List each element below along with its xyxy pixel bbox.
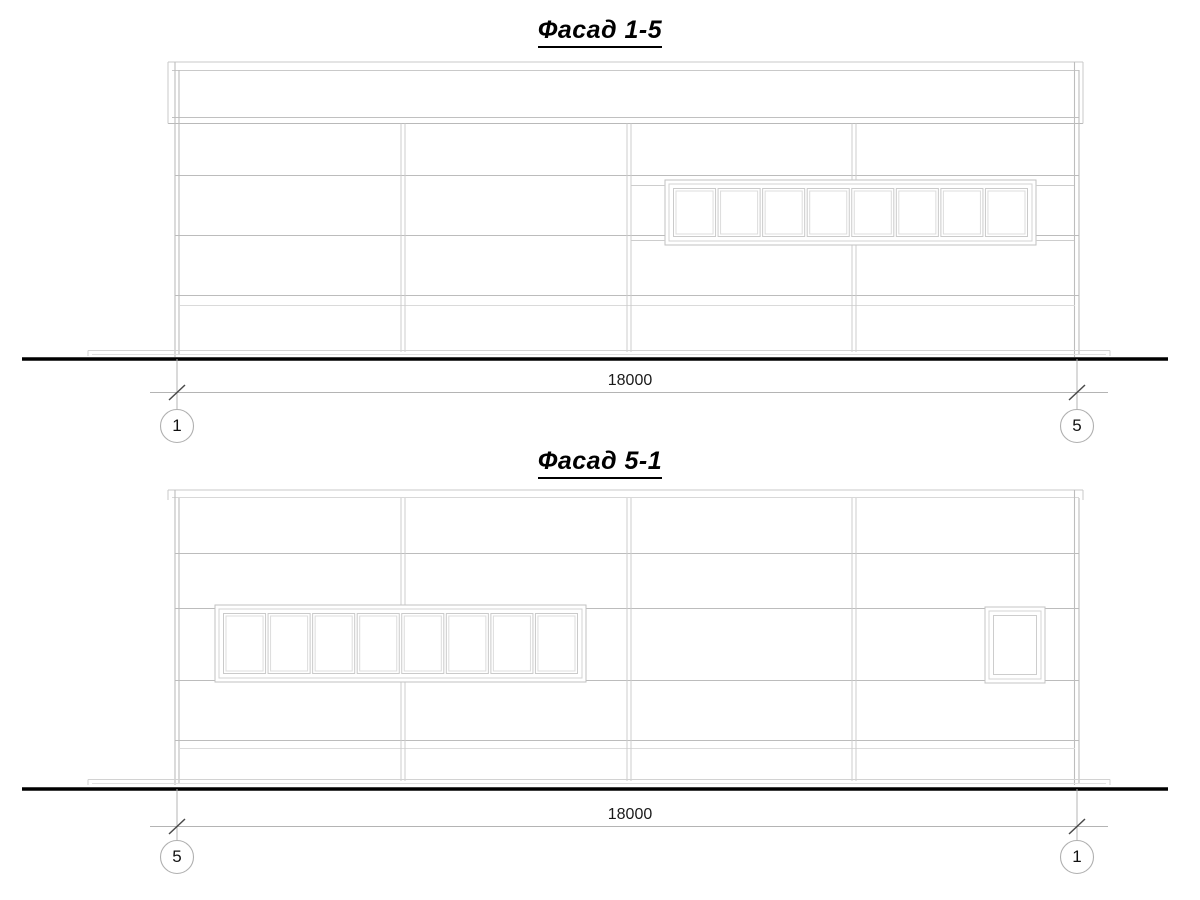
- window-pane-glass: [403, 615, 442, 672]
- window-pane-glass: [942, 190, 981, 235]
- window-pane-glass: [448, 615, 487, 672]
- window-pane: [445, 613, 489, 674]
- window-pane-glass: [675, 190, 714, 235]
- facade-bottom-ribbon-window: [214, 604, 587, 683]
- facade-top-ribbon-window: [664, 179, 1037, 246]
- window-pane: [267, 613, 311, 674]
- facade-bottom-title: Фасад 5-1: [0, 447, 1200, 479]
- facade-bottom-parapet: [167, 489, 1084, 500]
- window-pane: [673, 188, 717, 237]
- window-pane: [223, 613, 267, 674]
- window-pane: [312, 613, 356, 674]
- window-pane-glass: [314, 615, 353, 672]
- window-pane-glass: [720, 190, 759, 235]
- axis-label-top-right: 5: [1072, 416, 1082, 435]
- window-pane: [762, 188, 806, 237]
- window-pane-glass: [898, 190, 937, 235]
- window-pane: [895, 188, 939, 237]
- facade-bottom-group: [22, 489, 1168, 875]
- window-pane-glass: [537, 615, 576, 672]
- axis-bubble-top-left[interactable]: [159, 408, 195, 444]
- window-pane: [356, 613, 400, 674]
- facade-bottom-outline: [174, 490, 1080, 785]
- window-pane: [534, 613, 579, 674]
- axis-bubble-bottom-left[interactable]: [159, 839, 195, 875]
- window-pane: [940, 188, 984, 237]
- facade-top-title: Фасад 1-5: [0, 16, 1200, 48]
- axis-label-bottom-left: 5: [172, 847, 182, 866]
- facade-bottom-square-window: [984, 606, 1046, 684]
- window-pane-glass: [853, 190, 892, 235]
- window-pane-glass: [809, 190, 848, 235]
- axis-bubble-top-right[interactable]: [1059, 408, 1095, 444]
- window-pane-glass: [492, 615, 531, 672]
- facade-bottom-dimension-label: 18000: [607, 806, 653, 823]
- facade-top-dimension-label: 18000: [607, 372, 653, 389]
- window-pane: [851, 188, 895, 237]
- facade-top-parapet: [167, 61, 1084, 124]
- window-pane-glass: [270, 615, 309, 672]
- facade-top-group: [22, 61, 1168, 444]
- facade-bottom-plinth: [87, 779, 1111, 785]
- window-pane-glass: [225, 615, 264, 672]
- window-pane-glass: [987, 190, 1026, 235]
- facade-top-title-text: Фасад 1-5: [537, 16, 663, 48]
- axis-label-bottom-right: 1: [1072, 847, 1082, 866]
- window-pane-glass: [359, 615, 398, 672]
- facade-top-dimension: [150, 359, 1108, 412]
- window-pane: [401, 613, 445, 674]
- facade-bottom-title-text: Фасад 5-1: [537, 447, 663, 479]
- facade-top-plinth: [87, 350, 1111, 356]
- window-pane-glass: [764, 190, 803, 235]
- window-pane: [984, 188, 1029, 237]
- facade-bottom-axis-markers: [159, 839, 1095, 875]
- window-pane: [490, 613, 534, 674]
- facade-top-outline: [174, 62, 1080, 357]
- window-pane: [806, 188, 850, 237]
- axis-bubble-bottom-right[interactable]: [1059, 839, 1095, 875]
- axis-label-top-left: 1: [172, 416, 182, 435]
- window-pane: [717, 188, 761, 237]
- facade-bottom-dimension: [150, 789, 1108, 842]
- facade-top-window-reveals: [631, 185, 1074, 241]
- facade-top-axis-markers: [159, 408, 1095, 444]
